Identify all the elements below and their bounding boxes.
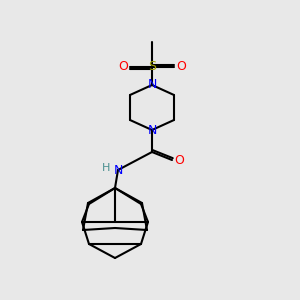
Text: O: O xyxy=(174,154,184,166)
Text: N: N xyxy=(147,124,157,136)
Text: H: H xyxy=(102,163,110,173)
Text: N: N xyxy=(113,164,123,176)
Text: O: O xyxy=(176,61,186,74)
Text: S: S xyxy=(148,61,156,74)
Text: N: N xyxy=(147,79,157,92)
Text: O: O xyxy=(118,61,128,74)
